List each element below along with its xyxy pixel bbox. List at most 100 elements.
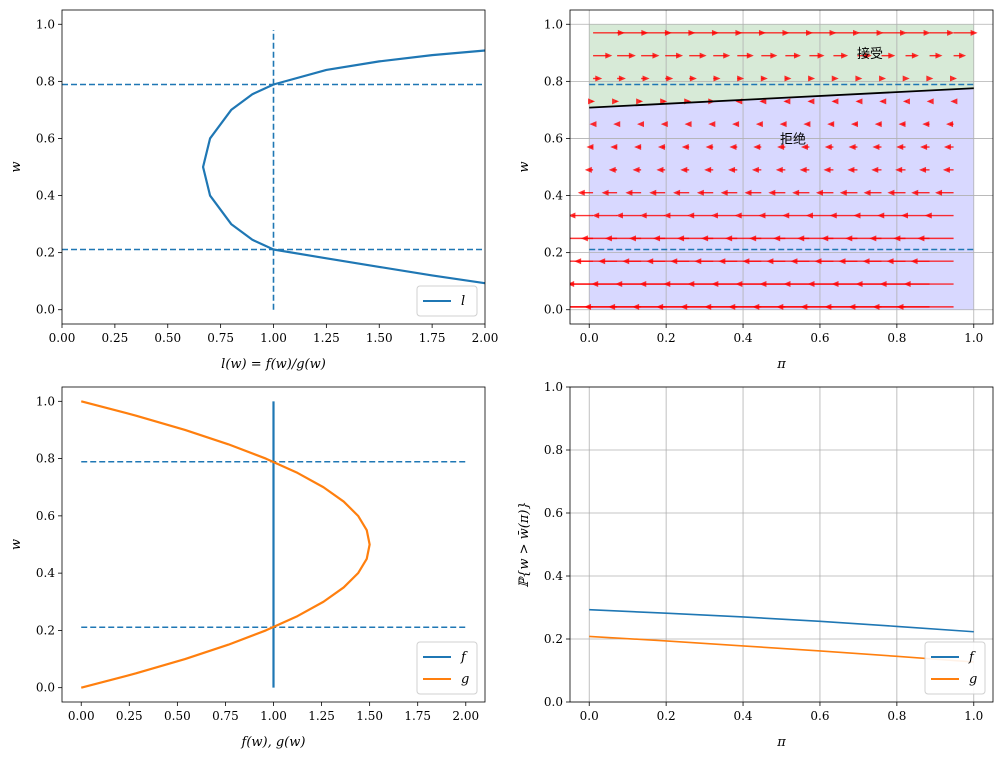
arrow-head xyxy=(831,98,839,105)
plot-area xyxy=(589,608,974,663)
arrow-head xyxy=(694,258,702,265)
arrow-head xyxy=(863,189,871,196)
arrow-head xyxy=(577,189,585,196)
arrow-head xyxy=(902,98,910,105)
x-tick-label: 0.2 xyxy=(657,709,676,723)
quiver-arrow xyxy=(896,303,954,310)
arrow-head xyxy=(663,281,671,288)
arrow-head xyxy=(725,235,733,242)
arrow-head xyxy=(919,166,927,173)
arrow-head xyxy=(639,212,647,219)
x-tick-label: 1.0 xyxy=(964,331,983,345)
arrow-head xyxy=(829,29,837,36)
arrow-head xyxy=(807,98,815,105)
y-tick-label: 0.0 xyxy=(544,695,563,709)
quiver-arrow xyxy=(871,166,882,173)
arrow-head xyxy=(923,29,931,36)
x-tick-label: 0.0 xyxy=(580,709,599,723)
x-tick-label: 1.00 xyxy=(260,331,287,345)
arrow-head xyxy=(942,166,950,173)
quiver-arrow xyxy=(935,189,954,196)
arrow-head xyxy=(574,258,582,265)
quiver-arrow xyxy=(656,166,666,173)
quiver-arrow xyxy=(649,189,666,196)
quiver-arrow xyxy=(926,98,934,105)
arrow-head xyxy=(775,166,783,173)
arrow-head xyxy=(888,52,896,59)
quiver-arrow xyxy=(874,121,882,128)
quiver-arrow xyxy=(663,212,690,219)
arrow-head xyxy=(773,235,781,242)
legend-label-g: g xyxy=(969,672,977,687)
arrow-head xyxy=(917,235,925,242)
quiver-arrow xyxy=(809,29,837,36)
x-axis-label: π xyxy=(776,735,786,750)
arrow-head xyxy=(847,166,855,173)
arrow-head xyxy=(632,166,640,173)
legend-label-f: f xyxy=(968,650,976,665)
arrow-head xyxy=(720,189,728,196)
arrow-head xyxy=(959,52,967,59)
quiver-arrow xyxy=(728,166,738,173)
arrow-head xyxy=(699,52,707,59)
arrow-head xyxy=(895,166,903,173)
arrow-head xyxy=(615,212,623,219)
y-tick-label: 0.4 xyxy=(544,189,563,203)
quiver-arrow xyxy=(639,212,666,219)
quiver-arrow xyxy=(617,52,636,59)
quiver-arrow xyxy=(637,121,645,128)
arrow-head xyxy=(779,121,787,128)
arrow-head xyxy=(649,189,657,196)
quiver-arrow xyxy=(807,98,815,105)
plot-frame xyxy=(569,9,994,325)
arrow-head xyxy=(879,281,887,288)
x-tick-label: 0.6 xyxy=(810,709,829,723)
arrow-head xyxy=(680,303,688,310)
arrow-head xyxy=(815,189,823,196)
quiver-arrow xyxy=(847,166,858,173)
arrow-head xyxy=(746,52,754,59)
arrow-head xyxy=(586,144,594,151)
y-axis-label: ℙ{w > w̄(π)} xyxy=(517,501,532,587)
quiver-arrow xyxy=(953,52,967,59)
plot-area xyxy=(62,29,485,310)
x-tick-label: 0.00 xyxy=(49,331,76,345)
quiver-arrow xyxy=(768,189,786,196)
arrow-head xyxy=(887,189,895,196)
quiver-arrow xyxy=(833,52,849,59)
arrow-head xyxy=(749,235,757,242)
quiver-arrow xyxy=(759,98,767,105)
x-axis-label: l(w) = f(w)/g(w) xyxy=(221,357,326,372)
arrow-head xyxy=(610,144,618,151)
panel-bottom-left: 0.00 0.25 0.50 0.75 1.00 1.25 1.50 1.75 2.00 0.0 0… xyxy=(9,386,486,750)
quiver-arrow xyxy=(592,212,618,219)
arrow-head xyxy=(557,235,564,241)
quiver-arrow xyxy=(792,189,810,196)
arrow-head xyxy=(543,281,550,287)
panel-top-left: 0.00 0.25 0.50 0.75 1.00 1.25 1.50 1.75 2.00 0.0 0… xyxy=(9,9,498,372)
quiver-arrow xyxy=(831,75,839,82)
quiver-arrow xyxy=(800,144,810,151)
legend-label-g: g xyxy=(461,672,469,687)
x-axis-label: f(w), g(w) xyxy=(241,735,306,750)
arrow-head xyxy=(770,52,778,59)
arrow-head xyxy=(896,303,904,310)
y-tick-label: 0.0 xyxy=(36,681,55,695)
quiver-arrow xyxy=(929,29,955,36)
arrow-head xyxy=(755,121,763,128)
legend-label-f: f xyxy=(460,650,468,665)
arrow-head xyxy=(803,121,811,128)
arrow-head xyxy=(790,258,798,265)
quiver-arrow xyxy=(593,52,613,59)
x-tick-label: 1.50 xyxy=(356,709,383,723)
x-tick-label: 0.4 xyxy=(733,331,752,345)
arrow-head xyxy=(598,258,606,265)
quiver-arrow xyxy=(898,121,906,128)
y-tick-label: 0.0 xyxy=(544,303,563,317)
quiver-arrow xyxy=(903,281,954,288)
x-tick-label: 0.0 xyxy=(580,331,599,345)
arrow-head xyxy=(782,212,790,219)
y-tick-label: 0.6 xyxy=(36,509,55,523)
quiver-arrow xyxy=(601,189,618,196)
arrow-head xyxy=(737,75,745,82)
